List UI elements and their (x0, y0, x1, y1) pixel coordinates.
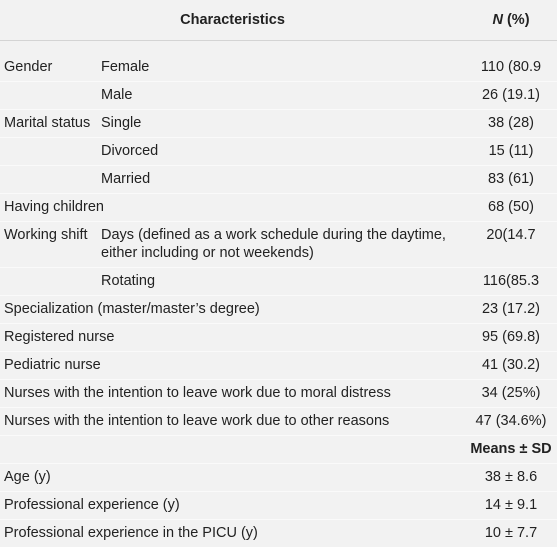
table-row: Specialization (master/master’s degree)2… (0, 296, 557, 324)
section-heading: Means ± SD (465, 436, 557, 464)
row-value: 38 ± 8.6 (465, 464, 557, 492)
table-row: Professional experience in the PICU (y)1… (0, 520, 557, 547)
row-value: 68 (50) (465, 194, 557, 222)
row-value: 116(85.3 (465, 268, 557, 296)
row-value: 95 (69.8) (465, 324, 557, 352)
row-label: Having children (0, 194, 465, 222)
empty-cell (0, 268, 97, 296)
row-value: 38 (28) (465, 110, 557, 138)
row-label: Professional experience in the PICU (y) (0, 520, 465, 547)
row-label: Registered nurse (0, 324, 465, 352)
row-value: 10 ± 7.7 (465, 520, 557, 547)
row-value: 26 (19.1) (465, 82, 557, 110)
row-label: Specialization (master/master’s degree) (0, 296, 465, 324)
row-value: 110 (80.9 (465, 41, 557, 82)
row-label: Professional experience (y) (0, 492, 465, 520)
table-row: Nurses with the intention to leave work … (0, 380, 557, 408)
row-detail: Married (97, 166, 465, 194)
row-label: Age (y) (0, 464, 465, 492)
table-row: Age (y)38 ± 8.6 (0, 464, 557, 492)
row-detail: Days (defined as a work schedule during … (97, 222, 465, 268)
table-row: Means ± SD (0, 436, 557, 464)
row-detail: Divorced (97, 138, 465, 166)
table-row: Nurses with the intention to leave work … (0, 408, 557, 436)
row-label: Pediatric nurse (0, 352, 465, 380)
row-label: Nurses with the intention to leave work … (0, 408, 465, 436)
row-value: 20(14.7 (465, 222, 557, 268)
empty-cell (0, 82, 97, 110)
empty-cell (0, 436, 465, 464)
header-percent: (%) (507, 12, 530, 28)
row-value: 83 (61) (465, 166, 557, 194)
row-label: Gender (0, 41, 97, 82)
row-detail: Single (97, 110, 465, 138)
empty-cell (0, 166, 97, 194)
header-value: N (%) (465, 0, 557, 41)
table-row: Professional experience (y)14 ± 9.1 (0, 492, 557, 520)
row-value: 34 (25%) (465, 380, 557, 408)
row-label: Working shift (0, 222, 97, 268)
empty-cell (0, 138, 97, 166)
row-label: Marital status (0, 110, 97, 138)
row-detail: Male (97, 82, 465, 110)
row-value: 47 (34.6%) (465, 408, 557, 436)
row-detail: Female (97, 41, 465, 82)
row-value: 41 (30.2) (465, 352, 557, 380)
row-detail: Rotating (97, 268, 465, 296)
header-row: Characteristics N (%) (0, 0, 557, 41)
header-characteristics: Characteristics (0, 0, 465, 41)
row-value: 15 (11) (465, 138, 557, 166)
header-n: N (492, 12, 502, 28)
row-value: 23 (17.2) (465, 296, 557, 324)
row-value: 14 ± 9.1 (465, 492, 557, 520)
row-label: Nurses with the intention to leave work … (0, 380, 465, 408)
